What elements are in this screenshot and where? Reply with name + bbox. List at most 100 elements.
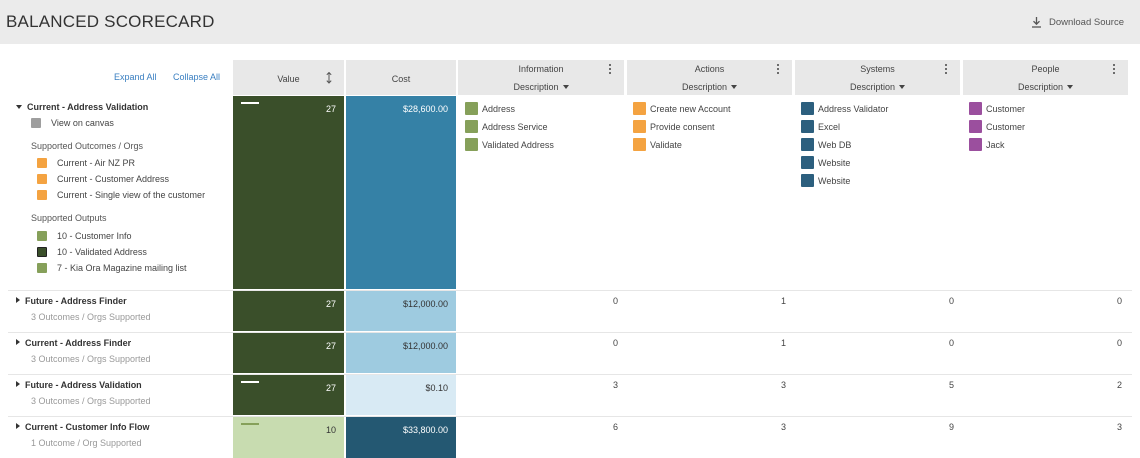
- system-square-icon: [801, 102, 814, 115]
- collapse-all-link[interactable]: Collapse All: [173, 72, 221, 82]
- value-bar: [241, 381, 259, 383]
- value-bar: [241, 423, 259, 425]
- information-description-dropdown[interactable]: Description: [458, 82, 624, 92]
- column-header-information[interactable]: Information Description: [458, 60, 624, 95]
- column-title-information: Information: [518, 64, 564, 74]
- row-title-current-address-validation[interactable]: Current - Address Validation: [16, 102, 148, 112]
- output-item[interactable]: 10 - Customer Info: [37, 231, 132, 241]
- value-cell[interactable]: 27: [233, 375, 344, 415]
- row-title-current-address-finder[interactable]: Current - Address Finder: [16, 338, 131, 348]
- cost-cell[interactable]: $28,600.00: [346, 96, 456, 289]
- download-source-label: Download Source: [1049, 16, 1124, 28]
- system-square-icon: [801, 138, 814, 151]
- action-square-icon: [633, 120, 646, 133]
- row-title-future-address-finder[interactable]: Future - Address Finder: [16, 296, 127, 306]
- information-item[interactable]: Address Service: [465, 120, 548, 133]
- value-cell[interactable]: 27: [233, 291, 344, 331]
- value-cell[interactable]: 27: [233, 333, 344, 373]
- action-item[interactable]: Validate: [633, 138, 682, 151]
- cost-cell[interactable]: $12,000.00: [346, 291, 456, 331]
- column-title-people: People: [1031, 64, 1060, 74]
- output-item[interactable]: 10 - Validated Address: [37, 247, 147, 257]
- information-count: 3: [612, 380, 618, 390]
- column-title-cost: Cost: [391, 74, 411, 84]
- dropdown-label: Description: [681, 82, 728, 92]
- sort-icon[interactable]: [326, 72, 332, 84]
- value-bar: [241, 102, 259, 104]
- row-title-current-customer-info-flow[interactable]: Current - Customer Info Flow: [16, 422, 150, 432]
- column-header-systems[interactable]: Systems Description: [795, 60, 960, 95]
- outcome-item[interactable]: Current - Air NZ PR: [37, 158, 135, 168]
- view-on-canvas-link[interactable]: View on canvas: [31, 118, 114, 128]
- systems-description-dropdown[interactable]: Description: [795, 82, 960, 92]
- cost-cell[interactable]: $0.10: [346, 375, 456, 415]
- kebab-menu-icon[interactable]: [945, 64, 948, 75]
- row-title-future-address-validation[interactable]: Future - Address Validation: [16, 380, 142, 390]
- row-subtitle: 1 Outcome / Org Supported: [31, 438, 142, 448]
- action-item[interactable]: Provide consent: [633, 120, 715, 133]
- download-source-button[interactable]: Download Source: [1031, 16, 1124, 28]
- people-square-icon: [969, 138, 982, 151]
- kebab-menu-icon[interactable]: [609, 64, 612, 75]
- caret-right-icon: [16, 423, 20, 429]
- caret-right-icon: [16, 339, 20, 345]
- information-item[interactable]: Address: [465, 102, 515, 115]
- row-divider: [8, 374, 1132, 375]
- page-header: BALANCED SCORECARD Download Source: [0, 0, 1140, 44]
- people-item[interactable]: Jack: [969, 138, 1005, 151]
- information-item[interactable]: Validated Address: [465, 138, 554, 151]
- people-count: 3: [1116, 422, 1122, 432]
- row-divider: [8, 416, 1132, 417]
- kebab-menu-icon[interactable]: [777, 64, 780, 75]
- scorecard-panel: Expand All Collapse All Value Cost Infor…: [0, 44, 1140, 458]
- action-item[interactable]: Create new Account: [633, 102, 731, 115]
- outcome-item[interactable]: Current - Customer Address: [37, 174, 169, 184]
- system-item[interactable]: Address Validator: [801, 102, 888, 115]
- dropdown-label: Description: [513, 82, 559, 92]
- column-header-people[interactable]: People Description: [963, 60, 1128, 95]
- system-square-icon: [801, 156, 814, 169]
- page-title: BALANCED SCORECARD: [6, 12, 215, 31]
- system-item[interactable]: Website: [801, 174, 850, 187]
- people-item[interactable]: Customer: [969, 102, 1025, 115]
- outcome-item[interactable]: Current - Single view of the customer: [37, 190, 205, 200]
- view-on-canvas-label: View on canvas: [51, 118, 114, 128]
- action-square-icon: [633, 138, 646, 151]
- value-cell[interactable]: 27: [233, 96, 344, 289]
- systems-count: 9: [948, 422, 954, 432]
- caret-right-icon: [16, 297, 20, 303]
- actions-description-dropdown[interactable]: Description: [627, 82, 792, 92]
- caret-down-icon: [731, 85, 738, 89]
- kebab-menu-icon[interactable]: [1113, 64, 1116, 75]
- people-description-dropdown[interactable]: Description: [963, 82, 1128, 92]
- caret-down-icon: [899, 85, 906, 89]
- system-item[interactable]: Excel: [801, 120, 840, 133]
- column-header-value[interactable]: Value: [233, 60, 344, 95]
- output-square-icon: [37, 263, 47, 273]
- cost-cell[interactable]: $33,800.00: [346, 417, 456, 458]
- information-square-icon: [465, 102, 478, 115]
- column-title-value: Value: [277, 74, 300, 84]
- people-square-icon: [969, 120, 982, 133]
- output-item[interactable]: 7 - Kia Ora Magazine mailing list: [37, 263, 187, 273]
- outcomes-label: Supported Outcomes / Orgs: [31, 141, 144, 151]
- canvas-square-icon: [31, 118, 41, 128]
- actions-count: 1: [780, 296, 786, 306]
- column-header-cost[interactable]: Cost: [346, 60, 456, 95]
- actions-count: 3: [780, 380, 786, 390]
- cost-cell[interactable]: $12,000.00: [346, 333, 456, 373]
- systems-count: 0: [948, 296, 954, 306]
- row-divider: [8, 332, 1132, 333]
- outcome-square-icon: [37, 174, 47, 184]
- value-cell[interactable]: 10: [233, 417, 344, 458]
- caret-down-icon: [1067, 85, 1074, 89]
- people-item[interactable]: Customer: [969, 120, 1025, 133]
- system-item[interactable]: Web DB: [801, 138, 851, 151]
- row-title-label: Current - Address Validation: [27, 102, 149, 112]
- output-square-icon: [37, 247, 47, 257]
- column-header-actions[interactable]: Actions Description: [627, 60, 792, 95]
- outputs-label: Supported Outputs: [31, 213, 107, 223]
- expand-all-link[interactable]: Expand All: [114, 72, 157, 82]
- system-item[interactable]: Website: [801, 156, 850, 169]
- people-count: 0: [1116, 338, 1122, 348]
